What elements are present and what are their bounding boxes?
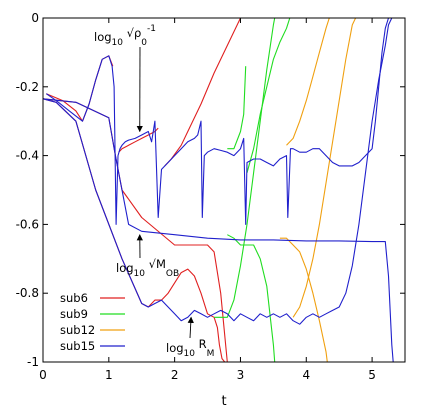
series-sub12-line-1 <box>286 18 330 146</box>
legend: sub6 sub9 sub12 sub15 <box>60 291 125 353</box>
annotation-mob: log10 √MOB <box>116 234 179 279</box>
y-tick-label: -0.8 <box>16 286 39 300</box>
annotation-rm-text: log10 RM <box>166 337 214 359</box>
x-tick-label: 0 <box>39 368 47 382</box>
annotation-rho-text: log10 √ρ0-1 <box>94 24 156 48</box>
x-axis-label: t <box>221 394 226 409</box>
series-layer <box>43 18 396 362</box>
plot-frame <box>42 17 406 363</box>
y-tick-label: -0.6 <box>16 217 39 231</box>
legend-label-sub15: sub15 <box>60 339 95 353</box>
series-sub15-line-2 <box>43 98 394 362</box>
series-sub9-line-1 <box>227 66 247 150</box>
ticks-layer: 0 1 2 3 4 5 0 -0.2 -0.4 -0.6 -0.8 -1 <box>16 11 405 382</box>
x-tick-label: 5 <box>368 368 376 382</box>
legend-label-sub6: sub6 <box>60 291 88 305</box>
y-tick-label: -0.2 <box>16 80 39 94</box>
series-sub6-line-2 <box>118 127 159 153</box>
legend-label-sub12: sub12 <box>60 323 95 337</box>
annotation-mob-text: log10 √MOB <box>116 257 179 279</box>
series-sub9-line-2 <box>246 18 291 173</box>
y-tick-label: -0.4 <box>16 149 39 163</box>
y-tick-label: -1 <box>27 355 39 369</box>
series-sub12-line-3 <box>292 18 357 318</box>
series-sub6-line-3 <box>164 18 241 167</box>
x-tick-label: 3 <box>237 368 245 382</box>
series-sub12-line-2 <box>279 237 328 362</box>
series-sub6-line-1 <box>46 55 114 122</box>
annotation-rm: log10 RM <box>166 316 214 359</box>
x-tick-label: 4 <box>302 368 310 382</box>
y-tick-label: 0 <box>31 11 39 25</box>
x-tick-label: 2 <box>171 368 179 382</box>
series-sub9-line-4 <box>214 18 276 318</box>
series-sub15-line-3 <box>43 18 396 325</box>
series-sub15-line-1 <box>45 18 392 225</box>
x-tick-label: 1 <box>105 368 113 382</box>
annotations: log10 √ρ0-1 log10 √MOB log10 RM <box>94 24 214 359</box>
annotation-rm-arrow <box>187 316 194 339</box>
annotation-rho: log10 √ρ0-1 <box>94 24 156 133</box>
legend-label-sub9: sub9 <box>60 307 88 321</box>
